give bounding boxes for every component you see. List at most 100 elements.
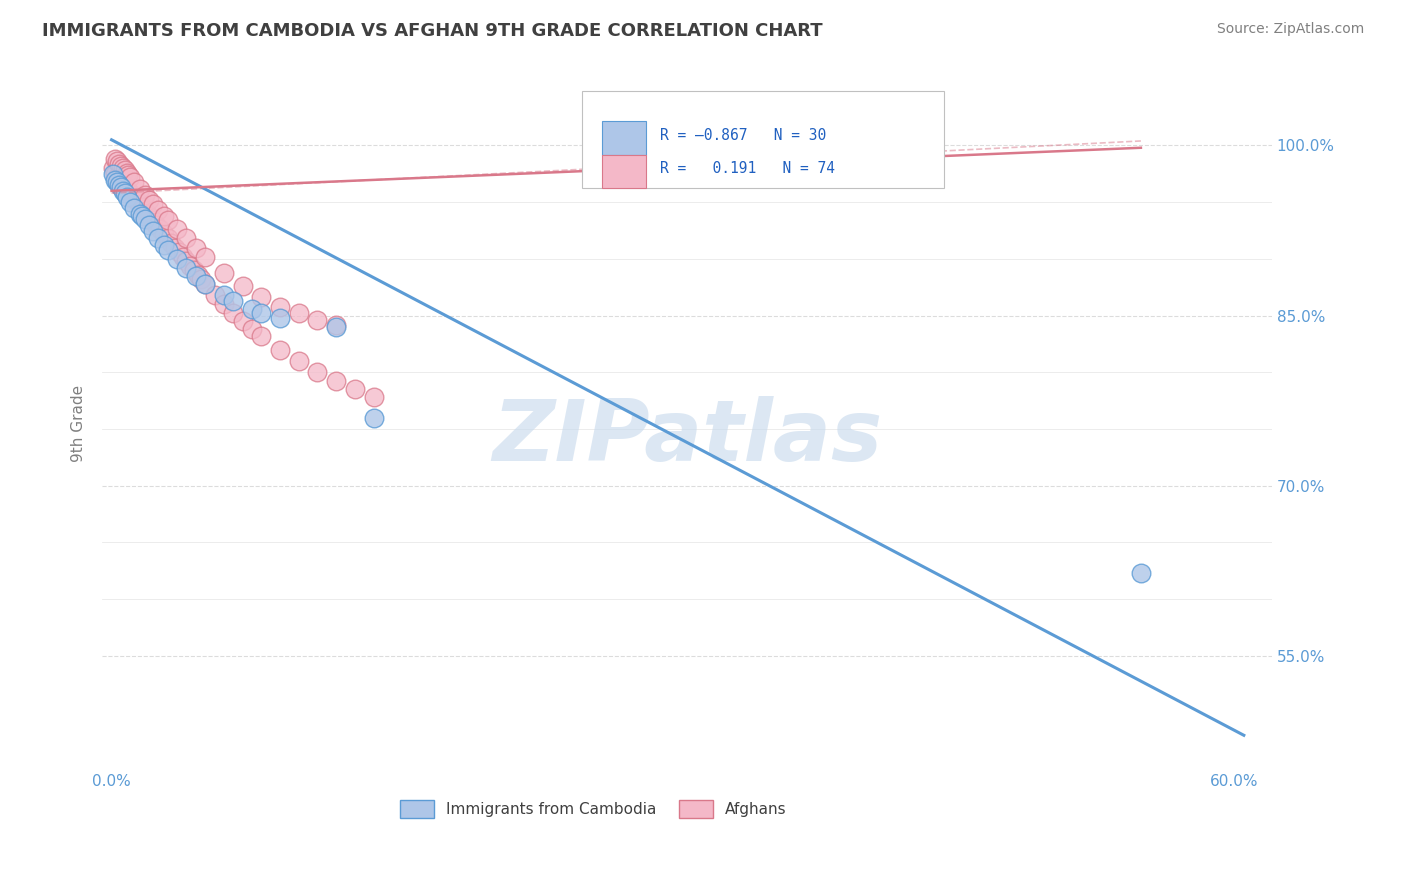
Point: [232, 279, 254, 293]
Bar: [602, 121, 647, 154]
Point: [172, 250, 194, 264]
Text: ZIPatlas: ZIPatlas: [492, 396, 882, 479]
Point: [134, 204, 156, 219]
Point: [128, 206, 150, 220]
Point: [269, 300, 291, 314]
Point: [138, 193, 160, 207]
Point: [111, 184, 134, 198]
Point: [120, 195, 142, 210]
Point: [131, 200, 153, 214]
Point: [287, 354, 309, 368]
Point: [153, 227, 176, 241]
Text: R = –0.867   N = 30: R = –0.867 N = 30: [661, 128, 827, 143]
Point: [212, 288, 235, 302]
Point: [148, 231, 170, 245]
Point: [166, 252, 188, 266]
Point: [153, 209, 176, 223]
Point: [142, 197, 165, 211]
Point: [103, 161, 125, 176]
Point: [222, 306, 245, 320]
Point: [138, 218, 160, 232]
Point: [325, 318, 347, 332]
Point: [120, 170, 142, 185]
Point: [148, 203, 170, 218]
Point: [222, 293, 245, 308]
Point: [136, 206, 159, 220]
Point: [325, 320, 347, 334]
Point: [250, 290, 273, 304]
Point: [122, 201, 145, 215]
Point: [176, 231, 198, 245]
Point: [156, 213, 179, 227]
Point: [343, 382, 366, 396]
Point: [142, 223, 165, 237]
Point: [187, 268, 209, 282]
Bar: [602, 154, 647, 188]
Point: [122, 191, 145, 205]
Point: [1129, 566, 1152, 580]
Point: [156, 243, 179, 257]
Point: [111, 161, 134, 176]
Point: [110, 175, 132, 189]
Point: [104, 152, 127, 166]
Point: [108, 156, 131, 170]
Point: [122, 175, 145, 189]
Point: [115, 166, 138, 180]
Point: [142, 213, 165, 227]
Text: Source: ZipAtlas.com: Source: ZipAtlas.com: [1216, 22, 1364, 37]
Point: [204, 288, 226, 302]
Point: [240, 301, 263, 316]
Point: [117, 184, 139, 198]
Point: [111, 177, 134, 191]
Point: [110, 180, 132, 194]
Point: [105, 170, 128, 185]
Point: [269, 343, 291, 357]
Point: [183, 263, 205, 277]
Point: [114, 186, 136, 201]
Point: [307, 313, 329, 327]
Point: [104, 167, 127, 181]
Point: [104, 172, 127, 186]
Y-axis label: 9th Grade: 9th Grade: [72, 384, 86, 462]
Point: [115, 181, 138, 195]
Point: [121, 188, 143, 202]
Point: [149, 222, 172, 236]
Point: [190, 272, 212, 286]
Point: [232, 314, 254, 328]
Point: [127, 195, 149, 210]
Point: [103, 167, 125, 181]
Point: [138, 209, 160, 223]
Point: [125, 193, 148, 207]
Point: [160, 235, 183, 250]
Point: [307, 365, 329, 379]
Point: [250, 306, 273, 320]
Point: [325, 375, 347, 389]
Point: [156, 231, 179, 245]
Point: [212, 266, 235, 280]
Point: [153, 238, 176, 252]
Point: [132, 202, 155, 216]
Point: [167, 245, 190, 260]
Point: [128, 197, 150, 211]
Point: [134, 212, 156, 227]
Text: IMMIGRANTS FROM CAMBODIA VS AFGHAN 9TH GRADE CORRELATION CHART: IMMIGRANTS FROM CAMBODIA VS AFGHAN 9TH G…: [42, 22, 823, 40]
Point: [115, 189, 138, 203]
Point: [176, 260, 198, 275]
Point: [287, 306, 309, 320]
Point: [108, 172, 131, 186]
Point: [240, 322, 263, 336]
Point: [114, 163, 136, 178]
Point: [165, 241, 187, 255]
Point: [145, 218, 167, 232]
Point: [250, 329, 273, 343]
Point: [131, 209, 153, 223]
Point: [120, 186, 142, 201]
Point: [166, 222, 188, 236]
Legend: Immigrants from Cambodia, Afghans: Immigrants from Cambodia, Afghans: [394, 794, 793, 824]
Point: [110, 159, 132, 173]
Point: [194, 277, 217, 291]
Point: [194, 250, 217, 264]
Point: [134, 188, 156, 202]
Text: R =   0.191   N = 74: R = 0.191 N = 74: [661, 161, 835, 176]
Point: [194, 277, 217, 291]
